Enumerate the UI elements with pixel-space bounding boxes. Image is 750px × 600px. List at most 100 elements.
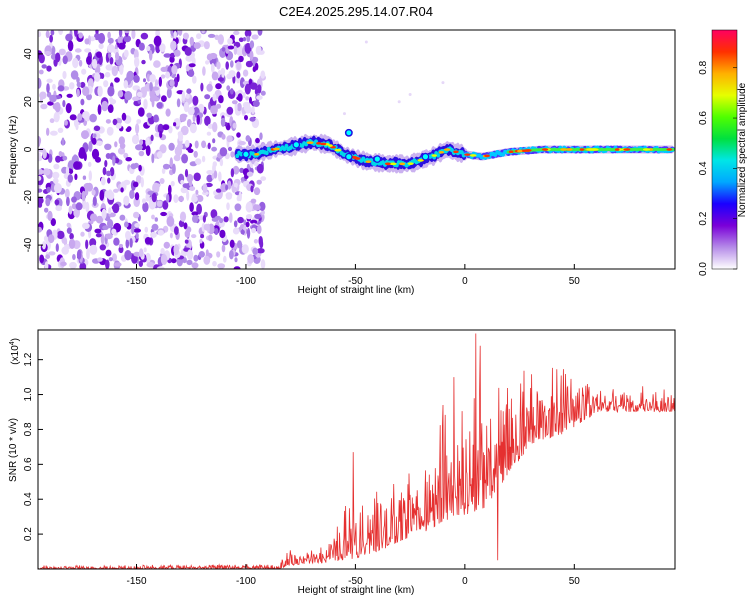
- noise-speckle: [80, 98, 85, 106]
- noise-speckle: [200, 82, 204, 92]
- noise-speckle: [53, 177, 59, 184]
- noise-speckle: [105, 233, 113, 240]
- noise-speckle: [149, 81, 153, 92]
- noise-speckle: [133, 196, 140, 208]
- ridge-blob: [292, 140, 301, 149]
- noise-speckle: [173, 122, 177, 127]
- noise-speckle: [101, 100, 109, 112]
- noise-speckle: [38, 136, 41, 147]
- noise-speckle: [151, 214, 155, 220]
- noise-speckle: [234, 203, 242, 212]
- noise-speckle: [98, 43, 104, 50]
- noise-speckle: [159, 130, 163, 138]
- ridge-blob: [344, 128, 353, 137]
- noise-speckle: [204, 94, 211, 100]
- noise-speckle: [166, 193, 170, 203]
- colorbar-frame: [711, 29, 738, 270]
- noise-speckle: [95, 140, 103, 146]
- noise-speckle: [84, 38, 90, 45]
- noise-speckle: [38, 226, 42, 233]
- noise-speckle: [108, 257, 114, 262]
- noise-speckle: [73, 209, 79, 217]
- noise-speckle: [249, 116, 256, 122]
- spectrogram-noise: [38, 30, 445, 269]
- noise-speckle: [184, 47, 192, 56]
- noise-speckle: [56, 230, 65, 240]
- noise-speckle: [68, 238, 76, 249]
- noise-speckle: [142, 201, 149, 213]
- noise-speckle: [169, 232, 173, 239]
- noise-speckle: [151, 86, 160, 91]
- noise-speckle: [80, 231, 85, 237]
- noise-speckle: [192, 75, 197, 84]
- colorbar-tick-label: 0.2: [698, 211, 709, 225]
- noise-speckle: [187, 69, 195, 77]
- noise-speckle: [55, 205, 62, 212]
- noise-speckle: [117, 147, 126, 155]
- noise-speckle: [138, 164, 142, 172]
- noise-speckle: [160, 247, 165, 255]
- noise-speckle: [203, 41, 210, 50]
- noise-speckle: [108, 191, 115, 201]
- noise-speckle: [183, 101, 190, 113]
- noise-speckle: [99, 244, 107, 251]
- noise-speckle: [229, 250, 234, 260]
- snr-plot-area: [38, 330, 675, 569]
- noise-speckle: [180, 125, 189, 136]
- noise-speckle: [172, 163, 176, 175]
- noise-speckle: [78, 32, 83, 39]
- noise-speckle: [133, 211, 140, 219]
- noise-speckle: [45, 254, 51, 259]
- noise-speckle: [221, 133, 226, 140]
- ridge-blob: [242, 150, 250, 159]
- noise-speckle: [249, 40, 255, 49]
- noise-speckle: [113, 237, 120, 246]
- noise-speckle: [255, 137, 260, 144]
- noise-speckle: [237, 89, 243, 95]
- noise-speckle: [62, 70, 67, 80]
- noise-speckle: [210, 105, 218, 115]
- noise-speckle: [183, 222, 188, 230]
- noise-speckle: [173, 49, 181, 57]
- noise-speckle: [131, 30, 136, 40]
- noise-speckle: [169, 79, 175, 87]
- noise-speckle: [105, 153, 111, 159]
- noise-speckle: [201, 140, 207, 149]
- noise-speckle: [177, 143, 183, 151]
- noise-speckle: [54, 102, 61, 113]
- ridge-peak: [453, 150, 459, 154]
- noise-speckle: [245, 96, 250, 101]
- noise-speckle: [195, 189, 199, 195]
- ridge-peak: [319, 142, 327, 146]
- noise-speckle: [47, 210, 53, 221]
- noise-speckle: [138, 42, 145, 51]
- noise-speckle: [134, 223, 140, 228]
- colorbar-tick-label: 0.0: [698, 262, 709, 276]
- noise-speckle: [162, 163, 170, 170]
- noise-speckle: [253, 161, 259, 167]
- noise-speckle: [171, 64, 178, 75]
- snr-x-tick-label: 0: [462, 576, 468, 587]
- noise-speckle: [104, 160, 108, 168]
- noise-speckle: [62, 55, 68, 65]
- noise-speckle: [202, 183, 208, 193]
- noise-speckle: [180, 179, 185, 185]
- noise-speckle: [153, 60, 161, 68]
- noise-speckle: [145, 145, 151, 157]
- noise-speckle: [203, 255, 211, 265]
- colorbar: 0.0 0.2 0.4 0.6 0.8 Normalized spectral ampl…: [698, 29, 748, 276]
- noise-speckle: [254, 213, 262, 219]
- noise-speckle: [260, 90, 266, 96]
- noise-speckle: [173, 194, 179, 204]
- noise-speckle: [217, 77, 224, 82]
- noise-speckle: [233, 220, 238, 228]
- noise-speckle: [173, 30, 177, 39]
- noise-speckle: [65, 166, 70, 176]
- noise-speckle: [80, 81, 86, 89]
- noise-speckle: [82, 175, 87, 180]
- noise-speckle: [46, 65, 52, 72]
- noise-speckle: [60, 261, 67, 267]
- noise-speckle: [214, 228, 219, 235]
- noise-speckle: [255, 45, 262, 56]
- noise-speckle: [104, 143, 112, 150]
